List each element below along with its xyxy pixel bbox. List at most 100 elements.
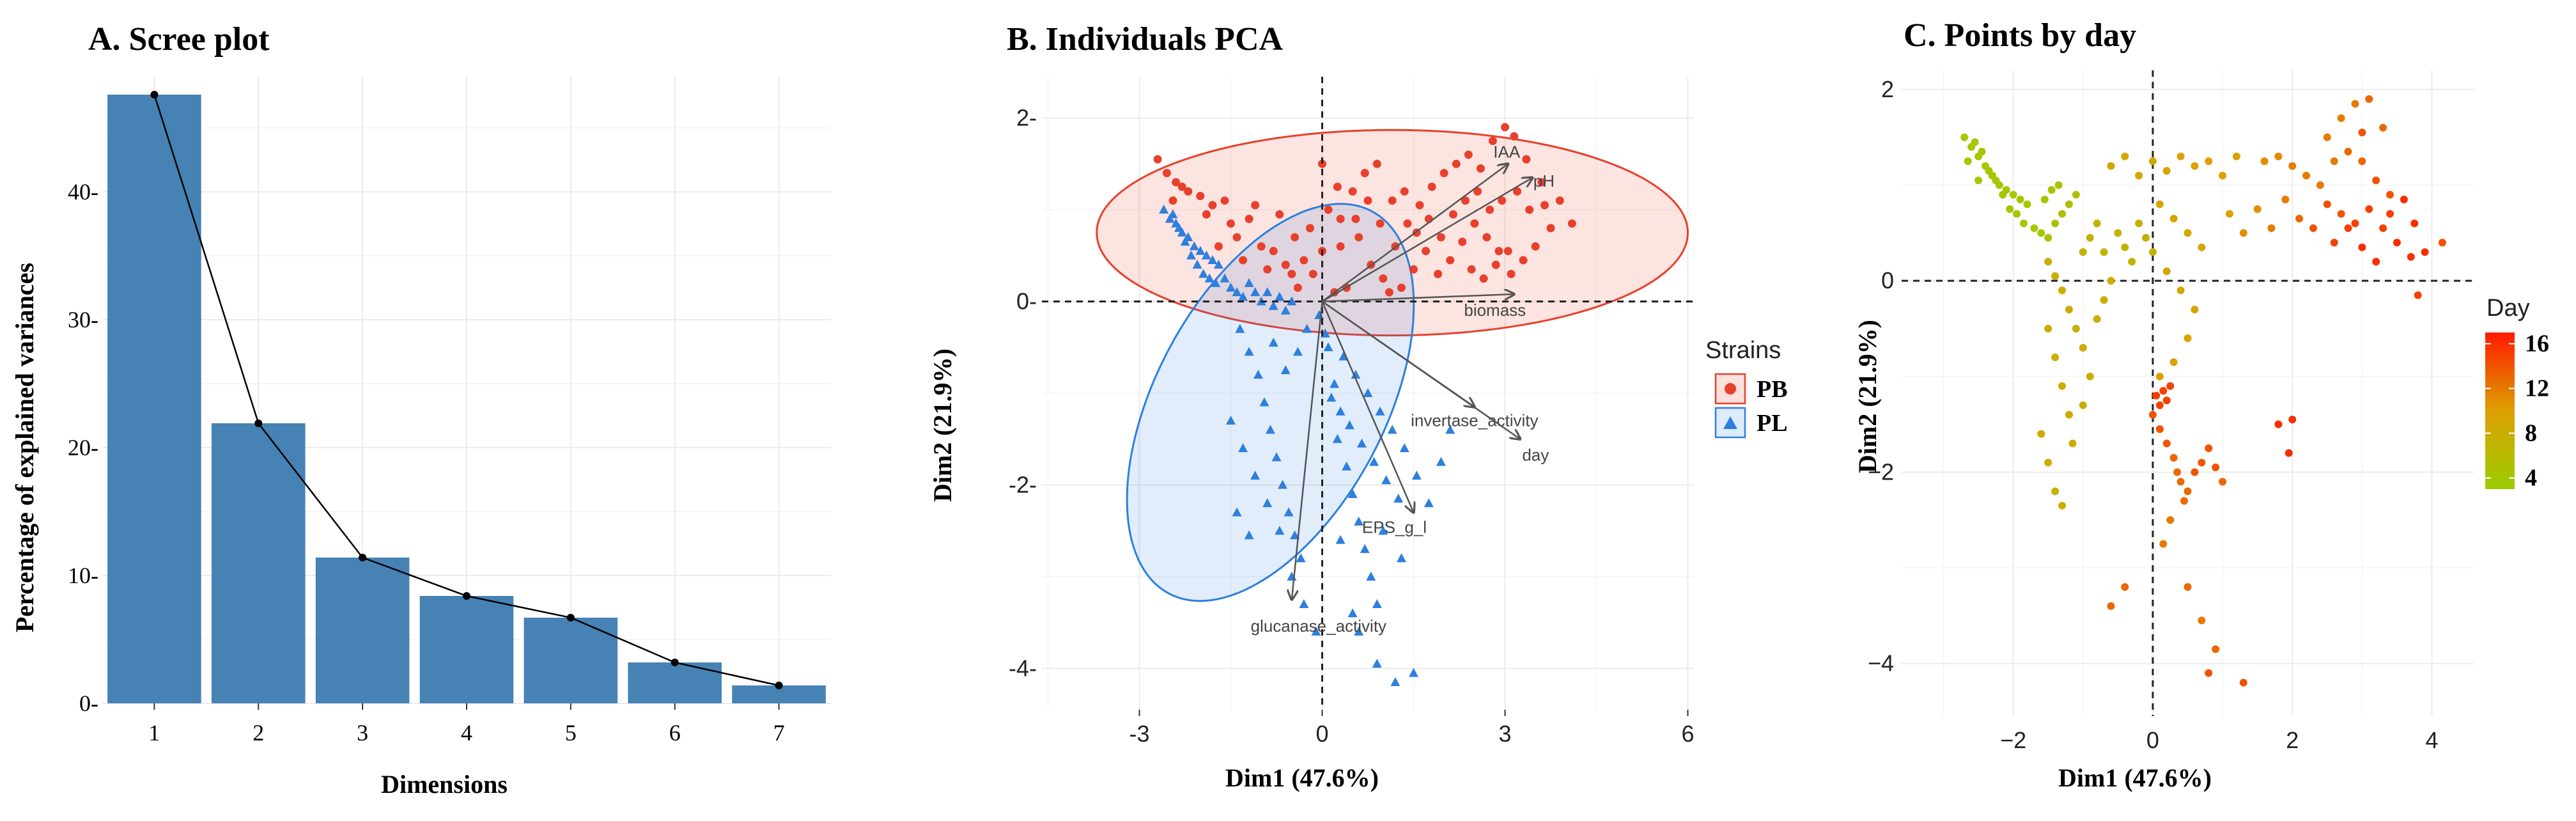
point-pb <box>1446 256 1455 265</box>
day-point <box>2155 425 2164 434</box>
point-pl <box>1232 507 1242 517</box>
point-pl <box>1424 498 1434 508</box>
point-pb <box>1305 224 1314 233</box>
day-point <box>2155 372 2164 380</box>
scree-point-dim-6 <box>671 659 679 666</box>
scree-bar-dim-6 <box>628 662 722 703</box>
day-x-axis-title: Dim1 (47.6%) <box>2058 763 2212 792</box>
point-pb <box>1363 196 1372 205</box>
day-point <box>2358 129 2366 137</box>
day-point <box>2079 401 2087 409</box>
arrow-biomass <box>1322 294 1514 302</box>
day-point <box>2288 416 2297 424</box>
pca-x-tick-label: 3 <box>1498 721 1511 747</box>
day-point <box>2166 516 2175 524</box>
day-point <box>1985 167 1993 175</box>
scree-x-axis-title: Dimensions <box>381 770 508 799</box>
day-x-tick-label: −2 <box>2000 727 2026 753</box>
day-point <box>2372 258 2380 266</box>
point-pb <box>1494 247 1503 256</box>
point-pl <box>1344 420 1354 430</box>
point-pb <box>1232 233 1241 242</box>
pca-y-tick-label: -4- <box>1009 655 1037 681</box>
day-point <box>2191 162 2199 170</box>
day-point <box>2072 191 2080 199</box>
day-point <box>2169 358 2178 366</box>
day-point <box>1992 176 2000 185</box>
day-point <box>2037 229 2045 237</box>
scree-bar-dim-4 <box>419 596 514 703</box>
day-point <box>2184 334 2192 342</box>
scree-x-tick-label: 4 <box>461 720 472 746</box>
point-pb <box>1537 178 1546 187</box>
day-point <box>2232 152 2240 160</box>
day-point <box>2344 148 2352 156</box>
day-point <box>2184 583 2192 591</box>
point-pb <box>1448 210 1457 219</box>
day-point <box>2365 95 2373 103</box>
point-pb <box>1239 256 1248 265</box>
point-pb <box>1372 159 1381 168</box>
day-point <box>2386 191 2394 199</box>
day-colorbar-tick-label: 4 <box>2525 465 2537 492</box>
point-pl <box>1292 347 1303 356</box>
scree-x-tick-label: 2 <box>252 720 264 746</box>
day-point <box>2148 157 2157 166</box>
point-pb <box>1519 256 1528 265</box>
variable-label-day: day <box>1522 446 1549 465</box>
day-point <box>2239 678 2247 687</box>
point-pl <box>1390 676 1401 686</box>
point-pb <box>1379 274 1388 283</box>
point-pl <box>1278 480 1288 489</box>
day-point <box>2205 444 2213 453</box>
scree-plot-panel: A. Scree plot 0- 10- 20- 30- 40- 1 2 3 4 5 6 7 Dim… <box>10 21 831 799</box>
scree-y-tick-label: 20- <box>68 435 98 460</box>
point-pb <box>1251 201 1260 210</box>
point-pl <box>1347 489 1358 498</box>
day-point <box>1964 157 1972 166</box>
day-point <box>2323 200 2331 208</box>
arrow-pH <box>1321 178 1533 302</box>
point-pb <box>1263 265 1272 274</box>
day-point <box>2323 133 2331 141</box>
scree-bar-dim-2 <box>212 423 306 703</box>
day-point <box>2107 162 2115 170</box>
point-pl <box>1204 273 1214 283</box>
day-point <box>2107 277 2115 285</box>
day-point <box>2302 171 2311 180</box>
point-pb <box>1467 265 1476 274</box>
day-point <box>2400 196 2408 203</box>
day-point <box>2169 454 2178 462</box>
day-point <box>2128 258 2136 266</box>
day-point <box>2253 205 2262 213</box>
day-point <box>2184 229 2192 237</box>
variable-label-pH: pH <box>1533 171 1555 191</box>
point-pl <box>1207 254 1218 264</box>
point-pl <box>1189 241 1199 251</box>
day-colorbar-gradient <box>2485 332 2515 489</box>
day-point <box>2191 468 2199 476</box>
point-pl <box>1436 457 1446 466</box>
day-colorbar-tick-label: 12 <box>2525 375 2549 402</box>
variable-label-biomass: biomass <box>1464 301 1526 320</box>
legend-marker-pl <box>1723 416 1737 429</box>
day-point <box>2372 176 2380 185</box>
day-point <box>2013 210 2021 218</box>
day-point <box>2040 196 2049 203</box>
day-y-tick-label: 0 <box>1881 267 1894 293</box>
day-point <box>2159 540 2168 548</box>
day-point <box>2316 181 2324 189</box>
point-pb <box>1172 178 1181 187</box>
day-point <box>2162 396 2171 405</box>
day-point <box>2219 478 2227 486</box>
variable-label-IAA: IAA <box>1493 142 1521 161</box>
day-point <box>2225 210 2233 218</box>
point-pb <box>1227 219 1236 228</box>
day-point <box>2047 186 2056 194</box>
point-pl <box>1347 608 1358 618</box>
day-x-tick-label: 2 <box>2286 727 2299 753</box>
point-pl <box>1393 494 1404 503</box>
day-point <box>2176 152 2185 160</box>
point-pb <box>1196 192 1205 201</box>
point-pl <box>1332 434 1342 443</box>
